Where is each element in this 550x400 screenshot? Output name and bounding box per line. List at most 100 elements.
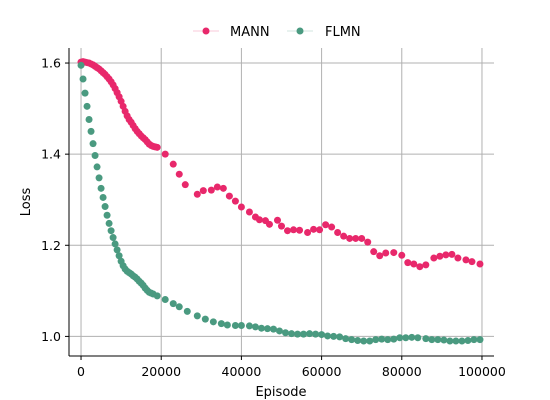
data-point-flmn [91, 152, 99, 160]
data-point-flmn [97, 184, 105, 192]
data-point-flmn [183, 307, 191, 315]
data-point-flmn [77, 61, 85, 69]
legend-label-mann: MANN [230, 25, 270, 40]
x-axis-ticks: 0 20000 40000 60000 80000 100000 [77, 356, 506, 379]
data-point-mann [207, 186, 215, 194]
y-axis-title: Loss [19, 188, 34, 217]
data-point-flmn [378, 335, 386, 343]
data-point-flmn [269, 325, 277, 333]
data-point-flmn [300, 330, 308, 338]
data-point-mann [454, 254, 462, 262]
data-point-flmn [161, 296, 169, 304]
data-point-flmn [476, 336, 484, 344]
data-point-mann [231, 197, 239, 205]
data-point-flmn [101, 203, 109, 211]
data-point-flmn [306, 330, 314, 338]
data-point-flmn [245, 322, 253, 330]
data-point-mann [376, 252, 384, 260]
data-point-flmn [384, 336, 392, 344]
data-point-flmn [428, 336, 436, 344]
data-point-mann [255, 216, 263, 224]
data-point-mann [175, 170, 183, 178]
data-point-mann [193, 190, 201, 198]
data-point-mann [169, 160, 177, 168]
data-point-mann [340, 232, 348, 240]
data-point-flmn [109, 234, 117, 242]
data-point-flmn [402, 334, 410, 342]
x-tick-label: 60000 [302, 364, 342, 379]
data-point-mann [153, 143, 161, 151]
x-tick-label: 80000 [382, 364, 422, 379]
data-point-mann [334, 229, 342, 237]
data-point-flmn [103, 211, 111, 219]
data-point-mann [476, 260, 484, 268]
data-point-flmn [93, 163, 101, 171]
x-axis-title: Episode [255, 385, 306, 400]
data-point-mann [468, 258, 476, 266]
data-point-flmn [330, 332, 338, 340]
data-point-mann [430, 254, 438, 262]
data-point-mann [382, 249, 390, 257]
y-tick-label: 1.6 [41, 56, 61, 71]
x-tick-label: 100000 [458, 364, 506, 379]
data-point-flmn [237, 321, 245, 329]
data-point-flmn [89, 140, 97, 148]
data-point-mann [422, 261, 430, 269]
data-point-mann [352, 234, 360, 242]
y-tick-label: 1.0 [41, 329, 61, 344]
data-point-flmn [312, 330, 320, 338]
data-point-flmn [193, 312, 201, 320]
x-tick-label: 0 [77, 364, 85, 379]
data-point-mann [181, 181, 189, 189]
data-point-flmn [422, 335, 430, 343]
data-point-flmn [354, 337, 362, 345]
data-point-flmn [201, 315, 209, 323]
data-point-flmn [217, 320, 225, 328]
data-point-flmn [414, 334, 422, 342]
data-point-mann [304, 229, 312, 237]
data-point-mann [219, 184, 227, 192]
data-point-mann [278, 222, 285, 230]
data-point-mann [364, 238, 372, 246]
data-point-flmn [360, 337, 368, 345]
data-point-mann [398, 251, 406, 259]
data-point-mann [410, 260, 418, 268]
x-tick-label: 20000 [141, 364, 181, 379]
data-point-mann [346, 234, 354, 242]
data-point-mann [213, 183, 221, 191]
data-point-flmn [336, 333, 344, 341]
grid [69, 48, 494, 356]
data-point-mann [416, 263, 424, 271]
data-point-mann [310, 225, 318, 233]
data-point-mann [290, 226, 298, 234]
data-point-flmn [107, 227, 115, 235]
data-point-flmn [87, 127, 95, 135]
data-point-mann [462, 256, 470, 264]
data-point-mann [390, 249, 398, 257]
data-point-flmn [348, 336, 356, 344]
data-point-flmn [115, 252, 123, 260]
data-point-flmn [169, 300, 177, 308]
data-point-mann [436, 252, 444, 260]
data-point-flmn [231, 321, 239, 329]
data-point-flmn [251, 323, 259, 331]
data-point-mann [322, 221, 330, 229]
x-tick-label: 40000 [222, 364, 262, 379]
data-point-flmn [458, 337, 466, 345]
legend-label-flmn: FLMN [325, 25, 361, 40]
data-point-flmn [209, 318, 217, 326]
data-point-mann [448, 250, 456, 258]
data-point-flmn [113, 246, 121, 254]
data-point-mann [237, 203, 245, 211]
data-point-flmn [95, 174, 103, 182]
data-point-flmn [464, 337, 472, 345]
data-point-flmn [446, 337, 454, 345]
data-point-flmn [223, 321, 231, 329]
data-point-mann [199, 187, 207, 195]
data-point-flmn [470, 336, 478, 344]
legend-marker-flmn [296, 27, 304, 35]
data-point-flmn [99, 193, 107, 201]
data-point-flmn [372, 336, 380, 344]
data-point-flmn [275, 327, 283, 335]
axes-frame [68, 48, 494, 357]
